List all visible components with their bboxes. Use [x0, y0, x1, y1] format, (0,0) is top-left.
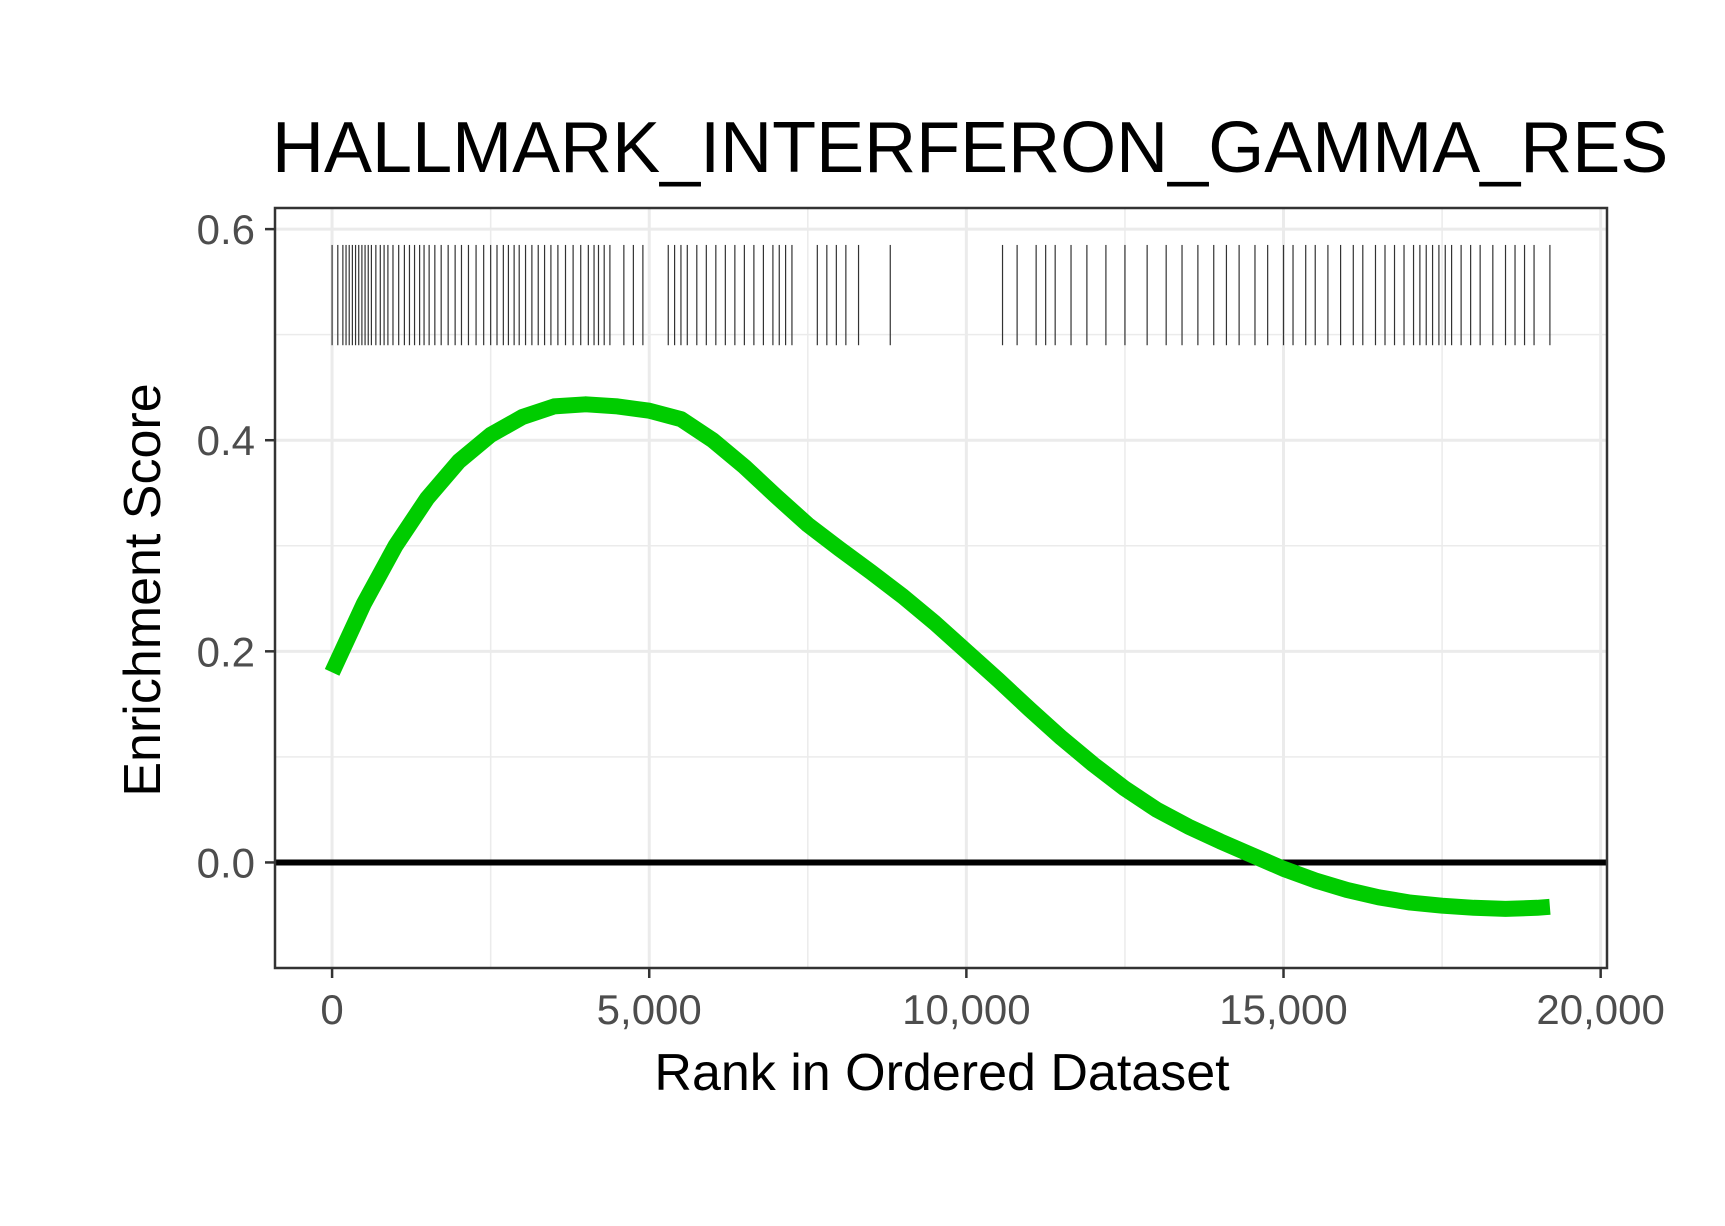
plot-panel	[275, 208, 1607, 968]
x-tick-label: 10,000	[902, 986, 1030, 1033]
panel-background	[275, 208, 1607, 968]
x-axis-title: Rank in Ordered Dataset	[654, 1044, 1230, 1102]
y-tick-label: 0.6	[197, 206, 255, 253]
curve-layer	[324, 396, 1551, 917]
enrichment-curve	[324, 396, 1551, 917]
y-tick-label: 0.0	[197, 839, 255, 886]
x-tick-label: 20,000	[1536, 986, 1664, 1033]
chart-title: HALLMARK_INTERFERON_GAMMA_RES	[272, 108, 1668, 188]
gene-hit-marks	[331, 244, 1551, 346]
y-tick-label: 0.4	[197, 417, 255, 464]
y-tick-label: 0.2	[197, 628, 255, 675]
panel-border-layer	[273, 206, 1609, 970]
y-axis-title: Enrichment Score	[114, 383, 172, 796]
y-axis-ticks: 0.0 0.2 0.4 0.6	[197, 206, 275, 886]
x-tick-label: 15,000	[1219, 986, 1347, 1033]
panel-border	[273, 206, 1609, 970]
x-tick-label: 0	[320, 986, 343, 1033]
x-tick-label: 5,000	[597, 986, 702, 1033]
x-axis-ticks: 0 5,000 10,000 15,000 20,000	[320, 968, 1665, 1033]
